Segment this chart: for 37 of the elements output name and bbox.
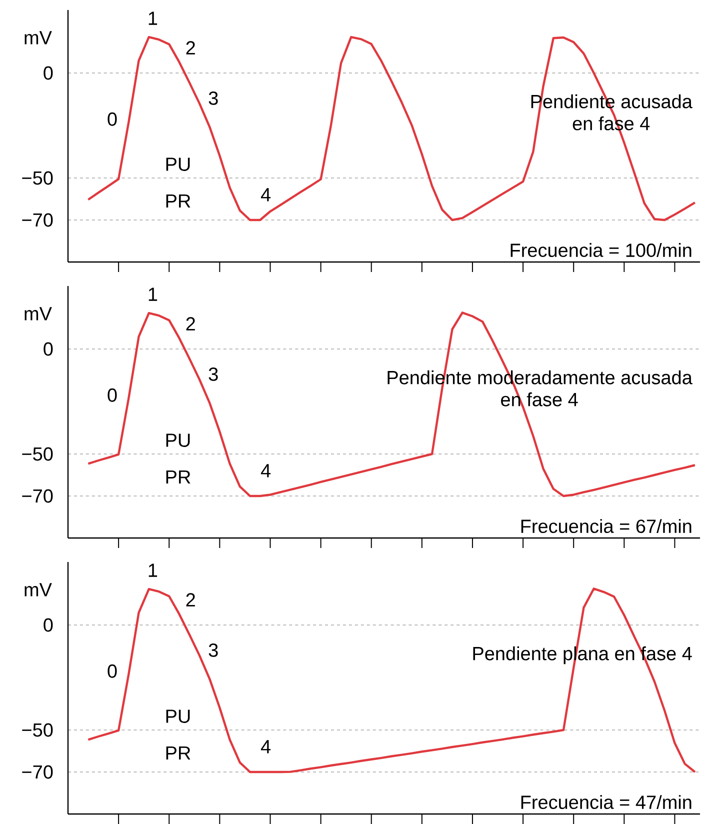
y-tick-label: −50 xyxy=(22,723,53,737)
annotation: 1 xyxy=(148,12,158,25)
annotation: 4 xyxy=(260,740,271,754)
annotation: 2 xyxy=(186,593,195,606)
annotation: PR xyxy=(166,746,190,760)
annotation: 4 xyxy=(260,188,271,202)
y-tick-label: 0 xyxy=(44,66,53,80)
annotation: 3 xyxy=(208,91,218,105)
annotation: 4 xyxy=(260,464,271,478)
annotation: PU xyxy=(166,158,190,171)
annotation: PR xyxy=(166,194,190,208)
annotation: 0 xyxy=(108,388,117,402)
annotation: 0 xyxy=(108,664,117,678)
annotation: 2 xyxy=(186,41,195,54)
y-axis-title: mV xyxy=(24,307,52,320)
annotation: PU xyxy=(166,434,190,447)
annotation: 1 xyxy=(148,564,158,577)
y-tick-label: 0 xyxy=(44,342,53,356)
annotation: 2 xyxy=(186,317,195,330)
y-tick-label: −70 xyxy=(22,213,53,227)
annotation: Frecuencia = 100/min xyxy=(510,243,692,258)
y-tick-label: −70 xyxy=(22,765,53,779)
y-tick-label: −50 xyxy=(22,447,53,461)
annotation: Frecuencia = 67/min xyxy=(521,519,692,534)
y-tick-label: −70 xyxy=(22,489,53,503)
annotation: Frecuencia = 47/min xyxy=(521,795,692,810)
annotation: 3 xyxy=(208,367,218,381)
annotation: PR xyxy=(166,470,190,484)
annotation: 0 xyxy=(108,112,117,126)
y-tick-label: −50 xyxy=(22,171,53,185)
annotation: PU xyxy=(166,710,190,723)
y-tick-label: 0 xyxy=(44,618,53,632)
annotation: 1 xyxy=(148,288,158,301)
y-axis-title: mV xyxy=(24,583,52,596)
annotation: 3 xyxy=(208,643,218,657)
annotation: en fase 4 xyxy=(501,392,578,406)
y-axis-title: mV xyxy=(24,31,52,44)
